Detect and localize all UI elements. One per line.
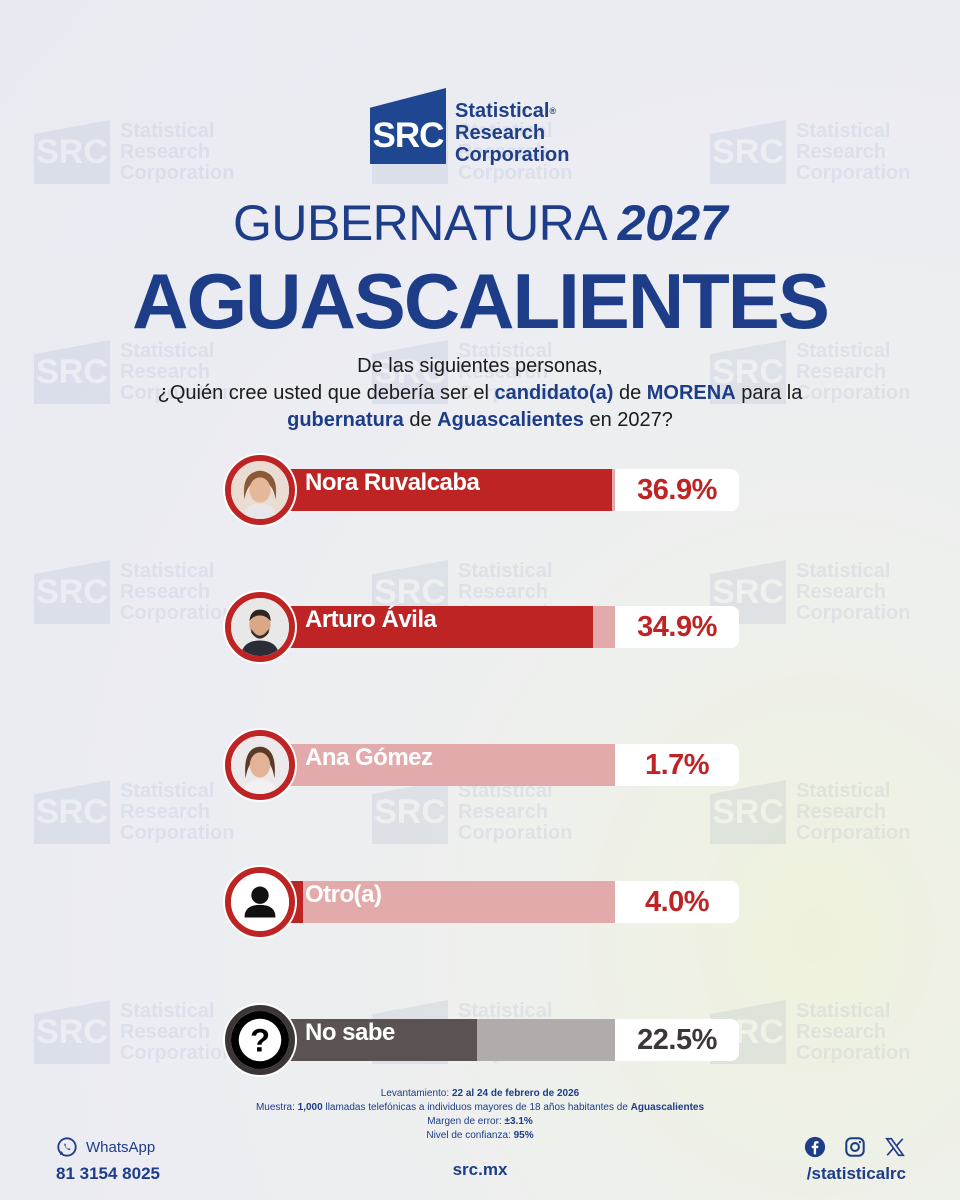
survey-question: De las siguientes personas, ¿Quién cree … xyxy=(0,353,960,434)
bar-row-4: Otro(a) 4.0% xyxy=(225,867,745,937)
m-l2-label: Muestra: xyxy=(255,1102,298,1113)
watermark-mark: SRC xyxy=(710,120,786,184)
logo-wordmark: Statistical® Research Corporation xyxy=(455,100,569,166)
question-line-1: De las siguientes personas, xyxy=(357,355,603,377)
logo-abbr: SRC xyxy=(372,116,445,155)
q3-b: de xyxy=(403,409,438,431)
bar-value xyxy=(265,1019,477,1061)
m-l2-value: 1,000 xyxy=(297,1102,323,1113)
m-l2-place: Aguascalientes xyxy=(630,1102,705,1113)
bar-label: Arturo Ávila xyxy=(305,606,437,633)
social-block: /statisticalrc xyxy=(804,1136,906,1184)
bar-track: Otro(a) xyxy=(265,881,641,923)
bar-row-3: Ana Gómez 1.7% xyxy=(225,730,745,800)
q3-a: gubernatura xyxy=(287,409,404,431)
bar-label: No sabe xyxy=(305,1019,395,1046)
bar-percentage: 34.9% xyxy=(615,606,739,648)
bar-percentage: 22.5% xyxy=(615,1019,739,1061)
m-l3-label: Margen de error: xyxy=(427,1116,505,1127)
title-year: 2027 xyxy=(617,195,728,251)
title-prefix: GUBERNATURA xyxy=(232,195,605,251)
page-title: GUBERNATURA 2027 xyxy=(0,194,960,252)
registered-mark: ® xyxy=(549,106,557,116)
bar-label: Nora Ruvalcaba xyxy=(305,469,480,496)
m-l4-value: 95% xyxy=(513,1130,534,1141)
bar-label: Otro(a) xyxy=(305,881,382,908)
q2-e: para la xyxy=(735,382,803,404)
m-l3-value: ±3.1% xyxy=(504,1116,533,1127)
q2-b: candidato(a) xyxy=(494,382,614,404)
state-title: AGUASCALIENTES xyxy=(132,257,830,345)
watermark-mark: SRC xyxy=(34,120,110,184)
contact-block: WhatsApp 81 3154 8025 xyxy=(56,1136,160,1184)
q3-d: en 2027? xyxy=(583,409,673,431)
q2-c: de xyxy=(613,382,647,404)
question-mark-icon: ? xyxy=(225,1005,295,1075)
nora-ruvalcaba-photo xyxy=(225,455,295,525)
whatsapp-icon[interactable] xyxy=(56,1136,78,1158)
src-logo: SRC Statistical® Research Corporation xyxy=(370,88,569,166)
q3-c: Aguascalientes xyxy=(437,409,584,431)
question-line-3: gubernatura de Aguascalientes en 2027? xyxy=(0,407,960,434)
bar-row-1: Nora Ruvalcaba 36.9% xyxy=(225,455,745,525)
bar-percentage: 36.9% xyxy=(615,469,739,511)
m-l4-label: Nivel de confianza: xyxy=(426,1130,514,1141)
bar-row-5: ? No sabe 22.5% xyxy=(225,1005,745,1075)
arturo-avila-photo xyxy=(225,592,295,662)
q2-a: ¿Quién cree usted que debería ser el xyxy=(157,382,495,404)
bar-value xyxy=(265,469,612,511)
person-icon xyxy=(225,867,295,937)
bar-track: Ana Gómez xyxy=(265,744,641,786)
bar-track: No sabe xyxy=(265,1019,641,1061)
bar-label: Ana Gómez xyxy=(305,744,433,771)
ana-gomez-photo xyxy=(225,730,295,800)
q2-d: MORENA xyxy=(646,382,736,404)
logo-mark: SRC xyxy=(370,88,446,164)
logo-line-1: Statistical xyxy=(455,100,550,122)
m-l1-value: 22 al 24 de febrero de 2026 xyxy=(451,1088,580,1099)
m-l2-mid: llamadas telefónicas a individuos mayore… xyxy=(322,1102,631,1113)
whatsapp-label: WhatsApp xyxy=(86,1138,156,1156)
bar-track: Arturo Ávila xyxy=(265,606,641,648)
website-link[interactable]: src.mx xyxy=(452,1160,508,1179)
bar-value xyxy=(265,606,594,648)
logo-line-2: Research xyxy=(455,122,546,144)
svg-text:?: ? xyxy=(250,1022,270,1059)
methodology-note: Levantamiento: 22 al 24 de febrero de 20… xyxy=(0,1087,960,1143)
watermark-mark: SRC xyxy=(34,1000,110,1064)
facebook-icon[interactable] xyxy=(804,1136,826,1158)
bar-percentage: 4.0% xyxy=(615,881,739,923)
bar-row-2: Arturo Ávila 34.9% xyxy=(225,592,745,662)
bar-track: Nora Ruvalcaba xyxy=(265,469,641,511)
watermark-mark: SRC xyxy=(34,560,110,624)
instagram-icon[interactable] xyxy=(844,1136,866,1158)
social-handle[interactable]: /statisticalrc xyxy=(806,1164,906,1183)
bar-percentage: 1.7% xyxy=(615,744,739,786)
question-line-2: ¿Quién cree usted que debería ser el can… xyxy=(0,380,960,407)
x-twitter-icon[interactable] xyxy=(884,1136,906,1158)
logo-line-3: Corporation xyxy=(455,144,570,166)
watermark-mark: SRC xyxy=(34,780,110,844)
phone-number[interactable]: 81 3154 8025 xyxy=(56,1164,160,1183)
m-l1-label: Levantamiento: xyxy=(380,1088,452,1099)
